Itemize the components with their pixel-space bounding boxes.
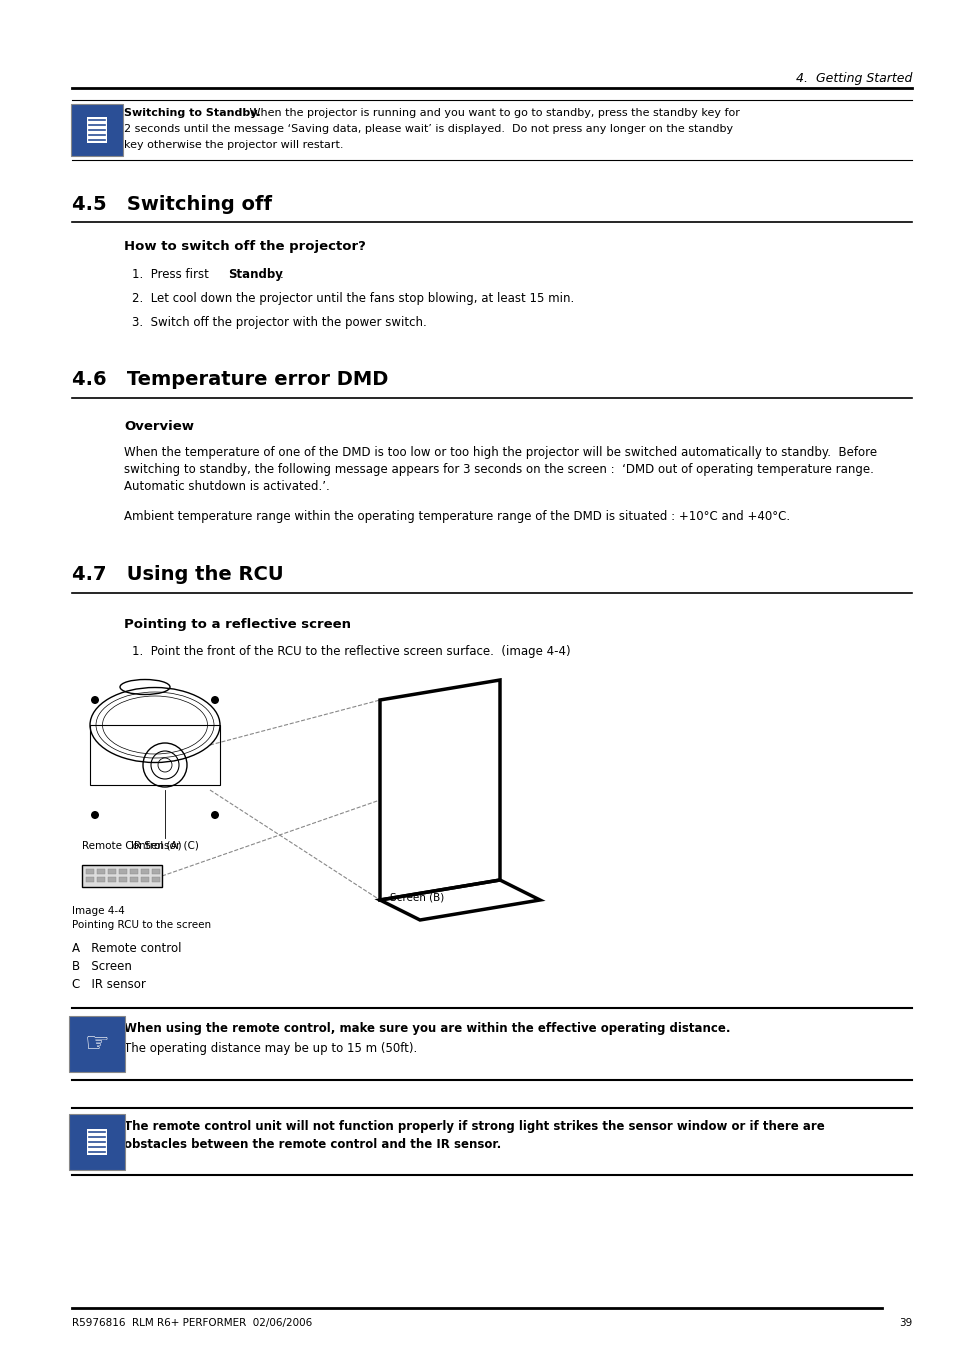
Text: 1.  Press first: 1. Press first: [132, 267, 213, 281]
Bar: [90, 725, 220, 785]
Text: switching to standby, the following message appears for 3 seconds on the screen : switching to standby, the following mess…: [124, 463, 873, 476]
FancyBboxPatch shape: [87, 118, 107, 143]
Bar: [86, 869, 94, 874]
Bar: [141, 877, 149, 882]
Text: Ambient temperature range within the operating temperature range of the DMD is s: Ambient temperature range within the ope…: [124, 509, 789, 523]
Text: How to switch off the projector?: How to switch off the projector?: [124, 240, 366, 253]
Text: ☞: ☞: [85, 1029, 110, 1058]
Text: The operating distance may be up to 15 m (50ft).: The operating distance may be up to 15 m…: [124, 1042, 416, 1055]
Bar: [152, 877, 160, 882]
Text: Image 4-4: Image 4-4: [71, 907, 125, 916]
Text: 4.5   Switching off: 4.5 Switching off: [71, 195, 272, 213]
Text: Screen (B): Screen (B): [390, 893, 444, 902]
Circle shape: [211, 811, 219, 819]
FancyBboxPatch shape: [69, 1113, 125, 1170]
FancyBboxPatch shape: [71, 104, 123, 155]
Bar: [152, 869, 160, 874]
Text: 2 seconds until the message ‘Saving data, please wait’ is displayed.  Do not pre: 2 seconds until the message ‘Saving data…: [124, 124, 732, 134]
Bar: [108, 869, 116, 874]
Text: Remote Control (A): Remote Control (A): [82, 842, 181, 851]
Text: 3.  Switch off the projector with the power switch.: 3. Switch off the projector with the pow…: [132, 316, 426, 330]
Text: R5976816  RLM R6+ PERFORMER  02/06/2006: R5976816 RLM R6+ PERFORMER 02/06/2006: [71, 1319, 312, 1328]
Text: When using the remote control, make sure you are within the effective operating : When using the remote control, make sure…: [124, 1021, 730, 1035]
Text: 4.7   Using the RCU: 4.7 Using the RCU: [71, 565, 283, 584]
Circle shape: [91, 696, 99, 704]
Text: A   Remote control: A Remote control: [71, 942, 181, 955]
Text: IR Sensor (C): IR Sensor (C): [131, 840, 199, 850]
Text: When the projector is running and you want to go to standby, press the standby k: When the projector is running and you wa…: [246, 108, 740, 118]
Text: Standby: Standby: [228, 267, 283, 281]
Text: .: .: [280, 267, 283, 281]
Text: The remote control unit will not function properly if strong light strikes the s: The remote control unit will not functio…: [124, 1120, 824, 1133]
Bar: [97, 877, 105, 882]
Text: 4.6   Temperature error DMD: 4.6 Temperature error DMD: [71, 370, 388, 389]
Text: key otherwise the projector will restart.: key otherwise the projector will restart…: [124, 141, 343, 150]
Text: Pointing to a reflective screen: Pointing to a reflective screen: [124, 617, 351, 631]
Text: Automatic shutdown is activated.’.: Automatic shutdown is activated.’.: [124, 480, 330, 493]
Bar: [130, 877, 138, 882]
Bar: [108, 877, 116, 882]
Bar: [97, 869, 105, 874]
Bar: [119, 877, 127, 882]
Text: Switching to Standby.: Switching to Standby.: [124, 108, 260, 118]
Text: 39: 39: [898, 1319, 911, 1328]
Text: B   Screen: B Screen: [71, 961, 132, 973]
Bar: [82, 865, 162, 888]
Text: C   IR sensor: C IR sensor: [71, 978, 146, 992]
Text: When the temperature of one of the DMD is too low or too high the projector will: When the temperature of one of the DMD i…: [124, 446, 876, 459]
FancyBboxPatch shape: [69, 1016, 125, 1071]
Text: Pointing RCU to the screen: Pointing RCU to the screen: [71, 920, 211, 929]
Circle shape: [211, 696, 219, 704]
Text: obstacles between the remote control and the IR sensor.: obstacles between the remote control and…: [124, 1138, 500, 1151]
Bar: [141, 869, 149, 874]
Text: Overview: Overview: [124, 420, 193, 434]
Text: 1.  Point the front of the RCU to the reflective screen surface.  (image 4-4): 1. Point the front of the RCU to the ref…: [132, 644, 570, 658]
Bar: [130, 869, 138, 874]
Bar: [119, 869, 127, 874]
FancyBboxPatch shape: [87, 1128, 107, 1155]
Text: 4.  Getting Started: 4. Getting Started: [795, 72, 911, 85]
Circle shape: [91, 811, 99, 819]
Bar: [86, 877, 94, 882]
Text: 2.  Let cool down the projector until the fans stop blowing, at least 15 min.: 2. Let cool down the projector until the…: [132, 292, 574, 305]
